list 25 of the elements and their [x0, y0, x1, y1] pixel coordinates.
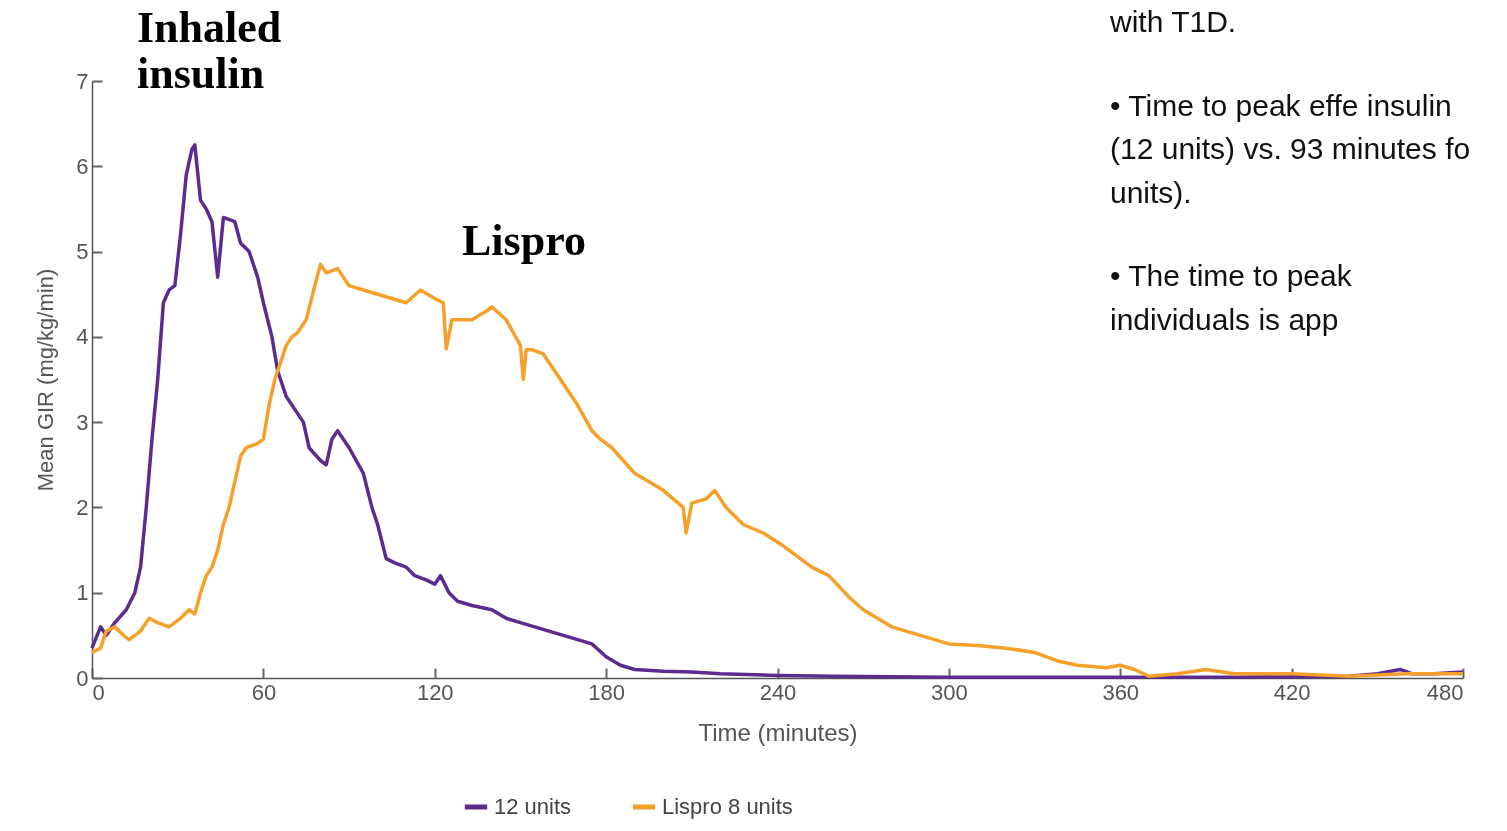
- annotation: • Time to peak effe insulin (12 units) vs. 93 minutes fo units).: [1110, 87, 1472, 211]
- legend-label: 12 units: [494, 794, 572, 819]
- legend-label: Lispro 8 units: [662, 794, 793, 819]
- annotation: Inhaled insulin: [137, 3, 283, 98]
- x-tick-label: 420: [1273, 679, 1311, 705]
- text: with T1D.: [1110, 4, 1238, 40]
- x-axis-title: Time (minutes): [698, 718, 858, 746]
- y-tick-label: 2: [76, 494, 89, 520]
- x-tick-label: 0: [92, 679, 105, 705]
- y-tick-label: 1: [76, 580, 89, 606]
- x-tick-label: 480: [1426, 679, 1464, 705]
- x-tick-label: 120: [416, 679, 454, 705]
- y-tick-label: 4: [76, 324, 89, 350]
- y-axis-title: Mean GIR (mg/kg/min): [33, 268, 59, 492]
- y-tick-label: 6: [76, 153, 89, 179]
- x-tick-label: 60: [251, 679, 277, 705]
- x-tick-label: 360: [1102, 679, 1140, 705]
- annotation: Lispro: [462, 216, 587, 265]
- y-tick-label: 7: [76, 68, 89, 94]
- x-tick-label: 240: [759, 679, 797, 705]
- x-tick-label: 300: [931, 679, 968, 705]
- x-tick-label: 180: [588, 679, 625, 705]
- y-tick-label: 5: [76, 239, 89, 265]
- y-tick-label: 3: [76, 409, 89, 435]
- annotation: • The time to peak individuals is app: [1110, 258, 1353, 338]
